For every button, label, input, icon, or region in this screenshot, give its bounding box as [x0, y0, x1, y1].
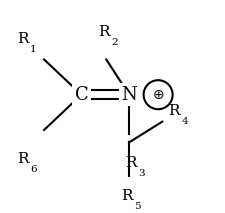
Text: 2: 2 [111, 38, 117, 47]
Text: R: R [169, 104, 180, 118]
Text: N: N [121, 86, 137, 104]
Text: 1: 1 [30, 45, 37, 54]
Text: R: R [17, 32, 29, 46]
Text: R: R [121, 189, 132, 203]
Text: R: R [125, 156, 136, 170]
Text: 3: 3 [138, 169, 144, 178]
Text: ⊕: ⊕ [152, 88, 164, 102]
Text: C: C [74, 86, 88, 104]
Text: 4: 4 [181, 117, 188, 126]
Text: R: R [98, 26, 110, 39]
Text: 6: 6 [30, 165, 37, 174]
Text: 5: 5 [134, 202, 140, 211]
Text: R: R [17, 152, 29, 166]
